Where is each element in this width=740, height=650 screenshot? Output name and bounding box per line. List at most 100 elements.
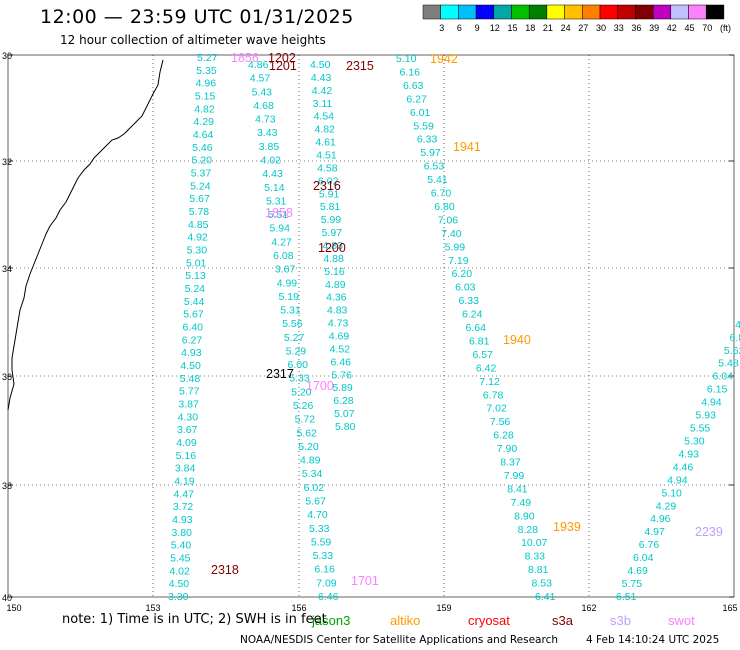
coastline: [7, 59, 164, 411]
wave-height-value: 5.27: [284, 332, 305, 344]
pass-time-label: 1941: [453, 140, 481, 154]
wave-height-value: 5.94: [270, 223, 291, 235]
wave-height-value: 4.43: [311, 72, 332, 84]
wave-height-value: 8.33: [525, 551, 546, 563]
legend-label: 33: [614, 23, 624, 33]
wave-height-value: 4.64: [193, 129, 214, 141]
wave-height-value: 4.62: [735, 319, 740, 331]
wave-height-value: 4.85: [188, 219, 209, 231]
wave-height-value: 5.48: [718, 358, 739, 370]
wave-height-value: 4.50: [169, 578, 190, 590]
wave-height-value: 4.57: [250, 73, 271, 85]
wave-height-value: 5.89: [332, 382, 353, 394]
wave-height-value: 4.29: [194, 116, 215, 128]
wave-height-value: 3.80: [171, 527, 192, 539]
wave-height-value: 8.37: [500, 457, 521, 469]
wave-height-value: 4.09: [176, 437, 197, 449]
wave-height-value: 3.30: [168, 591, 189, 603]
wave-height-value: 6.41: [535, 591, 556, 603]
wave-height-value: 4.88: [323, 253, 344, 265]
wave-height-value: 4.97: [644, 526, 665, 538]
wave-height-value: 3.67: [275, 264, 296, 276]
wave-height-value: 6.33: [417, 134, 438, 146]
wave-height-value: 4.69: [329, 331, 350, 343]
wave-height-value: 6.57: [472, 349, 493, 361]
wave-height-value: 6.00: [287, 359, 308, 371]
wave-height-value: 6.02: [318, 175, 339, 187]
wave-height-value: 5.15: [195, 91, 216, 103]
wave-height-value: 6.80: [434, 201, 455, 213]
lon-label: 150: [6, 603, 21, 613]
wave-height-value: 5.78: [189, 206, 210, 218]
wave-height-value: 5.30: [684, 435, 705, 447]
wave-height-value: 5.56: [282, 318, 303, 330]
pass-time-label: 1939: [553, 520, 581, 534]
wave-height-value: 5.99: [445, 241, 466, 253]
lat-label: 40: [2, 593, 12, 603]
wave-height-value: 4.36: [326, 292, 347, 304]
wave-height-value: 7.09: [316, 577, 337, 589]
wave-height-value: 5.67: [189, 193, 210, 205]
wave-height-value: 5.10: [661, 487, 682, 499]
wave-height-value: 4.47: [174, 488, 195, 500]
wave-height-value: 7.99: [504, 470, 525, 482]
wave-height-value: 4.50: [180, 360, 201, 372]
wave-height-value: 10.07: [521, 537, 547, 549]
wave-height-value: 4.89: [300, 455, 321, 467]
wave-height-value: 5.62: [296, 427, 317, 439]
legend-label: 15: [507, 23, 517, 33]
pass-time-label: 1701: [351, 574, 379, 588]
note-text: note: 1) Time is in UTC; 2) SWH is in fe…: [62, 612, 327, 627]
wave-height-value: 6.28: [333, 395, 354, 407]
legend-label: 36: [631, 23, 641, 33]
wave-height-value: 4.51: [316, 150, 337, 162]
color-legend: 3 6 9 12 15 18 21 24 27 30 33 36 39 42 45 70 (ft): [422, 4, 731, 33]
wave-height-value: 5.20: [291, 386, 312, 398]
page-title: 12:00 — 23:59 UTC 01/31/2025: [40, 6, 354, 28]
wave-height-value: 5.01: [186, 257, 207, 269]
wave-height-value: 5.72: [295, 414, 316, 426]
wave-height-value: 4.54: [314, 111, 335, 123]
lon-label: 162: [581, 603, 596, 613]
pass-time-label: 1202: [268, 51, 296, 65]
pass-time-label: 1858: [265, 206, 293, 220]
wave-height-value: 5.46: [192, 142, 213, 154]
wave-height-value: 5.20: [191, 155, 212, 167]
wave-height-value: 5.37: [191, 168, 212, 180]
wave-height-value: 5.13: [185, 270, 206, 282]
wave-height-value: 5.24: [190, 180, 211, 192]
wave-height-value: 3.85: [259, 141, 280, 153]
wave-height-value: 5.93: [696, 410, 717, 422]
credit-line: NOAA/NESDIS Center for Satellite Applica…: [240, 634, 558, 646]
lon-label: 165: [722, 603, 737, 613]
wave-height-value: 5.62: [724, 345, 740, 357]
wave-height-value: 5.75: [622, 578, 643, 590]
wave-height-value: 4.99: [277, 277, 298, 289]
wave-height-value: 5.27: [197, 52, 218, 64]
wave-height-value: 5.30: [187, 245, 208, 257]
wave-height-value: 4.42: [312, 85, 333, 97]
wave-height-value: 5.76: [331, 369, 352, 381]
wave-height-value: 6.02: [304, 482, 325, 494]
wave-height-value: 6.08: [273, 250, 294, 262]
wave-height-value: 4.30: [178, 411, 199, 423]
wave-height-value: 6.04: [713, 371, 734, 383]
wave-height-value: 6.46: [331, 356, 352, 368]
legend-swatch: [705, 4, 725, 20]
wave-height-value: 5.81: [320, 201, 341, 213]
wave-height-value: 5.31: [280, 305, 301, 317]
page-subtitle: 12 hour collection of altimeter wave hei…: [60, 33, 326, 47]
wave-height-value: 3.87: [178, 399, 199, 411]
wave-height-value: 3.84: [175, 463, 196, 475]
wave-height-value: 5.41: [427, 174, 448, 186]
wave-height-value: 5.33: [313, 550, 334, 562]
wave-height-value: 5.97: [322, 227, 343, 239]
pass-time-label: 2316: [313, 179, 341, 193]
wave-height-value: 5.19: [279, 291, 300, 303]
satellite-legend-item: jason3: [311, 613, 350, 628]
wave-height-value: 5.99: [321, 214, 342, 226]
wave-height-value: 6.84: [730, 332, 740, 344]
timestamp: 4 Feb 14:10:24 UTC 2025: [586, 634, 720, 646]
wave-height-value: 4.27: [271, 236, 292, 248]
